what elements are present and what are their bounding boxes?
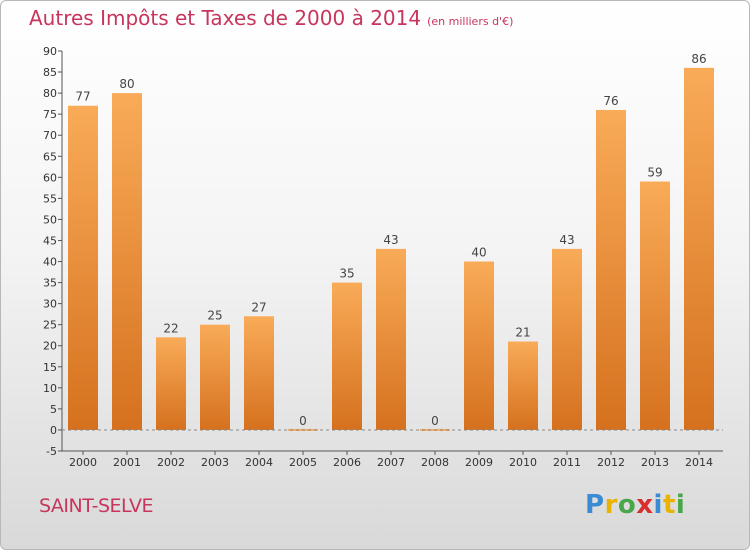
data-label: 43 [559, 233, 574, 247]
x-tick-label: 2000 [69, 456, 97, 469]
data-label: 25 [207, 309, 222, 323]
y-tick-label: 25 [43, 319, 57, 332]
y-tick-label: 10 [43, 382, 57, 395]
axis-layer: -5 0 5 10 15 20 25 30 35 40 45 50 55 60 65 70 75 80 85 90 20… [43, 45, 723, 469]
data-label: 80 [119, 77, 134, 91]
data-label: 0 [299, 414, 307, 428]
bar [112, 93, 142, 430]
x-tick-label: 2012 [597, 456, 625, 469]
y-tick-label: 30 [43, 298, 57, 311]
data-label: 0 [431, 414, 439, 428]
logo-letter: r [604, 490, 618, 520]
proxiti-logo: Proxiti [585, 490, 685, 520]
x-tick-label: 2005 [289, 456, 317, 469]
x-tick-label: 2001 [113, 456, 141, 469]
data-label: 43 [383, 233, 398, 247]
y-tick-label: 90 [43, 45, 57, 58]
chart-unit-note: (en milliers d'€) [427, 15, 514, 28]
y-tick-label: 55 [43, 192, 57, 205]
data-label: 76 [603, 94, 618, 108]
labels-layer: 77 80 22 25 27 0 35 43 0 40 21 43 76 59 86 [75, 52, 706, 428]
logo-letter: o [617, 490, 637, 520]
bar [464, 261, 494, 430]
bar [68, 105, 98, 430]
bar [640, 181, 670, 430]
bar [596, 109, 626, 430]
commune-name: SAINT-SELVE [39, 495, 154, 517]
x-tick-label: 2003 [201, 456, 229, 469]
y-tick-label: 35 [43, 277, 57, 290]
chart-title: Autres Impôts et Taxes de 2000 à 2014 (en… [29, 6, 513, 30]
y-tick-label: 80 [43, 87, 57, 100]
data-label: 27 [251, 300, 266, 314]
x-tick-label: 2006 [333, 456, 361, 469]
x-tick-label: 2002 [157, 456, 185, 469]
bar [156, 337, 186, 430]
y-tick-label: 0 [50, 424, 57, 437]
x-tick-label: 2010 [509, 456, 537, 469]
logo-letter: i [653, 490, 663, 520]
x-tick-label: 2011 [553, 456, 581, 469]
x-tick-label: 2008 [421, 456, 449, 469]
logo-letter: x [636, 490, 654, 520]
x-tick-label: 2007 [377, 456, 405, 469]
chart-title-text: Autres Impôts et Taxes de 2000 à 2014 [29, 6, 422, 30]
bar [200, 324, 230, 430]
x-tick-label: 2004 [245, 456, 273, 469]
data-label: 40 [471, 246, 486, 260]
logo-letter: P [585, 490, 605, 520]
bar [684, 67, 714, 430]
y-tick-label: 65 [43, 150, 57, 163]
y-tick-label: 60 [43, 171, 57, 184]
data-label: 59 [647, 166, 662, 180]
logo-letter: t [662, 490, 676, 520]
data-label: 22 [163, 321, 178, 335]
data-label: 35 [339, 267, 354, 281]
x-tick-label: 2009 [465, 456, 493, 469]
bars-layer [68, 67, 714, 431]
bar [508, 341, 538, 430]
bar [376, 248, 406, 430]
y-tick-label: 75 [43, 108, 57, 121]
y-tick-label: -5 [46, 445, 57, 458]
data-label: 21 [515, 326, 530, 340]
x-tick-label: 2013 [641, 456, 669, 469]
x-tick-label: 2014 [685, 456, 713, 469]
logo-letter: i [675, 490, 686, 520]
y-tick-label: 45 [43, 234, 57, 247]
y-tick-label: 5 [50, 403, 57, 416]
y-tick-label: 70 [43, 129, 57, 142]
data-label: 86 [691, 52, 706, 66]
bar [244, 316, 274, 430]
bar [332, 282, 362, 430]
y-tick-label: 15 [43, 361, 57, 374]
y-tick-label: 40 [43, 256, 57, 269]
y-tick-label: 50 [43, 213, 57, 226]
data-label: 77 [75, 90, 90, 104]
y-tick-label: 20 [43, 340, 57, 353]
y-tick-label: 85 [43, 66, 57, 79]
bar [552, 248, 582, 430]
